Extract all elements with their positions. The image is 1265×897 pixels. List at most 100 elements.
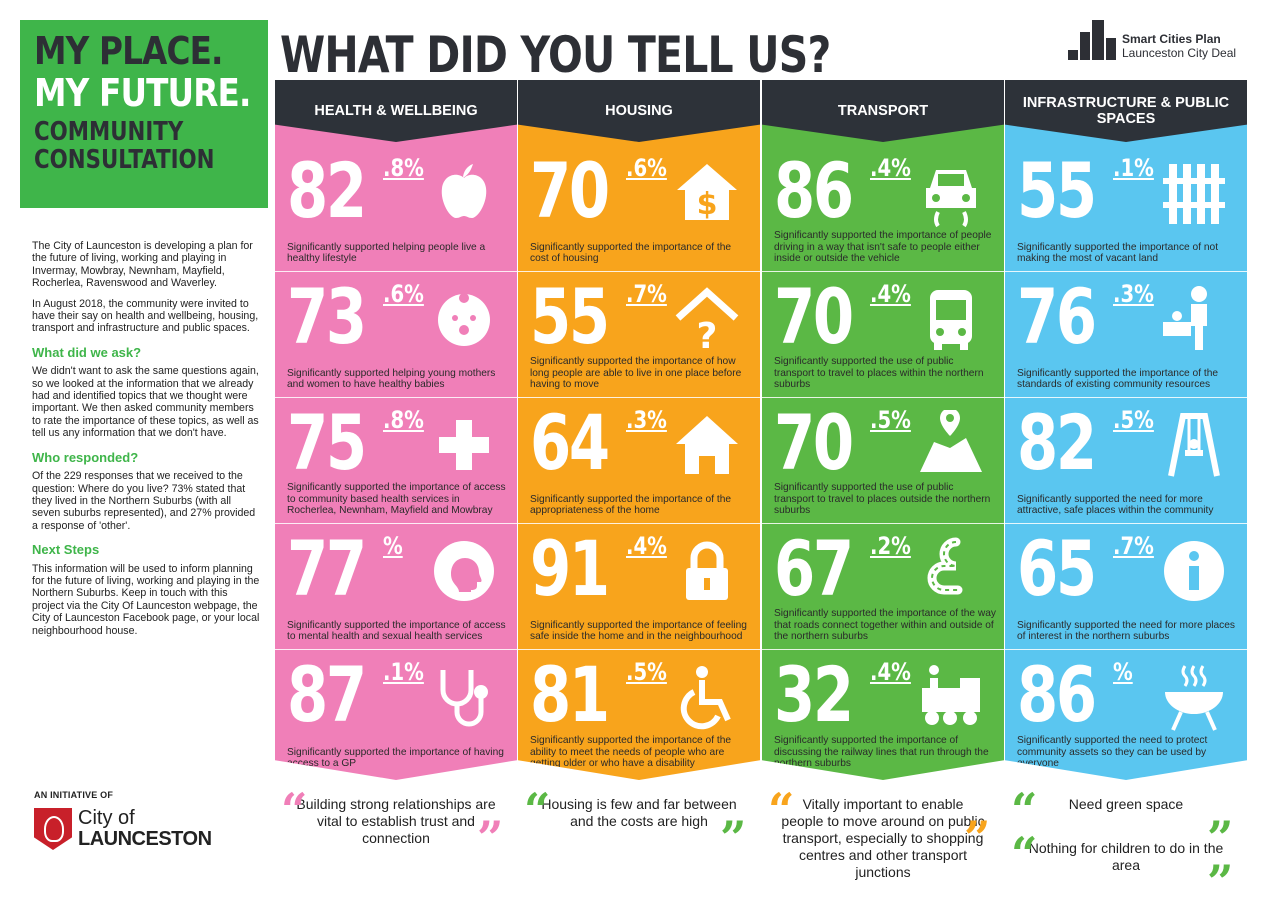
close-quote-icon: ” bbox=[964, 811, 991, 865]
stat-description: Significantly supported the importance o… bbox=[530, 241, 732, 265]
stat-description: Significantly supported the importance o… bbox=[774, 735, 989, 770]
quote: Vitally important to enable people to mo… bbox=[780, 796, 986, 881]
smart-cities-brand: Smart Cities Plan Launceston City Deal bbox=[1068, 20, 1236, 60]
hero-banner: MY PLACE. MY FUTURE. COMMUNITY CONSULTAT… bbox=[20, 20, 268, 208]
stat-integer: 87 bbox=[287, 650, 367, 739]
open-quote-icon: “ bbox=[281, 783, 308, 837]
close-quote-icon: ” bbox=[1207, 811, 1234, 865]
hero-line-3a: COMMUNITY bbox=[34, 117, 184, 147]
stethoscope-icon bbox=[440, 670, 488, 727]
svg-text:?: ? bbox=[697, 316, 718, 354]
stat-decimal: .5% bbox=[870, 406, 911, 434]
stat-integer: 65 bbox=[1017, 524, 1097, 613]
stat-card: 86 .4% Significantly supported the importa… bbox=[762, 146, 1004, 272]
stat-decimal: % bbox=[1113, 658, 1133, 686]
stat-description: Significantly supported the importance o… bbox=[774, 608, 996, 643]
quote: Building strong relationships are vital … bbox=[293, 796, 499, 847]
stat-decimal: .5% bbox=[1113, 406, 1154, 434]
stat-description: Significantly supported the importance o… bbox=[287, 746, 504, 770]
intro-paragraph-1: The City of Launceston is developing a p… bbox=[32, 240, 253, 290]
stat-card: 91 .4% Significantly supported the importa… bbox=[518, 524, 760, 650]
bbq-icon bbox=[1165, 665, 1223, 731]
stat-integer: 77 bbox=[287, 524, 367, 613]
stat-decimal: .3% bbox=[1113, 280, 1154, 308]
fence-icon bbox=[1163, 164, 1225, 224]
stat-card: 64 .3% Significantly supported the importa… bbox=[518, 398, 760, 524]
stat-card: 86% Significantly supported the need to p… bbox=[1005, 650, 1247, 776]
stat-card: 81 .5% Significantly supported the importa… bbox=[518, 650, 760, 776]
stat-decimal: .1% bbox=[383, 658, 424, 686]
open-quote-icon: “ bbox=[768, 783, 795, 837]
close-quote-icon: ” bbox=[477, 811, 504, 865]
quote-text: Housing is few and far between and the c… bbox=[541, 796, 737, 829]
launceston-crest-icon bbox=[34, 808, 72, 850]
stat-integer: 76 bbox=[1017, 272, 1097, 361]
stat-card: 65 .7% Significantly supported the need fo… bbox=[1005, 524, 1247, 650]
stat-description: Significantly supported the importance o… bbox=[1017, 241, 1219, 265]
baby-icon bbox=[438, 293, 490, 346]
stat-card: 67 .2% Significantly supported the importa… bbox=[762, 524, 1004, 650]
stat-decimal: .6% bbox=[383, 280, 424, 308]
stat-decimal: .2% bbox=[870, 532, 911, 560]
city-of-launceston-logo: City of LAUNCESTON bbox=[34, 808, 212, 850]
hero-line-3b: CONSULTATION bbox=[34, 145, 215, 175]
community-person-icon bbox=[1163, 286, 1207, 350]
column-body: 55 .1% Significantly supported the importa… bbox=[1005, 120, 1247, 780]
close-quote-icon: ” bbox=[1207, 855, 1234, 897]
heading-next-steps: Next Steps bbox=[32, 542, 100, 558]
logo-line-2: LAUNCESTON bbox=[78, 828, 212, 850]
paragraph-who-responded: Of the 229 responses that we received to… bbox=[32, 470, 256, 532]
close-quote-icon: ” bbox=[720, 811, 747, 865]
stat-decimal: .8% bbox=[383, 154, 424, 182]
head-profile-icon bbox=[434, 541, 494, 601]
stat-card: 70 .6% $ Significantly supported the import… bbox=[518, 146, 760, 272]
stat-card: 70 .5% Significantly supported the use of … bbox=[762, 398, 1004, 524]
stat-description: Significantly supported the need for mor… bbox=[1017, 493, 1214, 517]
quote: Need green space bbox=[1023, 796, 1229, 813]
stat-integer: 64 bbox=[530, 398, 610, 487]
stat-integer: 67 bbox=[774, 524, 854, 613]
heading-what-did-we-ask: What did we ask? bbox=[32, 344, 142, 360]
quote-text: Building strong relationships are vital … bbox=[296, 796, 496, 846]
stat-card: 76 .3% Significantly supported the importa… bbox=[1005, 272, 1247, 398]
quote: Nothing for children to do in the area bbox=[1023, 840, 1229, 874]
stat-integer: 81 bbox=[530, 650, 610, 739]
stat-decimal: .6% bbox=[626, 154, 667, 182]
stat-integer: 32 bbox=[774, 650, 854, 739]
stat-description: Significantly supported the need to prot… bbox=[1017, 735, 1208, 770]
column-health-wellbeing: HEALTH & WELLBEING 82.8% Significantly sup… bbox=[275, 80, 517, 780]
stat-description: Significantly supported the importance o… bbox=[530, 356, 742, 391]
stat-card: 82 .5% Significantly supported the need fo… bbox=[1005, 398, 1247, 524]
stat-decimal: .5% bbox=[626, 658, 667, 686]
quote-text: Nothing for children to do in the area bbox=[1028, 840, 1224, 873]
stat-card: 87 .1% Significantly supported the importa… bbox=[275, 650, 517, 776]
stat-decimal: .4% bbox=[626, 532, 667, 560]
stat-card: 77% Significantly supported the importanc… bbox=[275, 524, 517, 650]
column-infrastructure-public-spaces: INFRASTRUCTURE & PUBLIC SPACES 55.1% Signi… bbox=[1005, 80, 1247, 780]
wheelchair-icon bbox=[680, 666, 731, 730]
padlock-icon bbox=[686, 541, 728, 600]
map-pin-icon bbox=[920, 410, 982, 472]
quote: Housing is few and far between and the c… bbox=[536, 796, 742, 830]
initiative-label: AN INITIATIVE OF bbox=[34, 790, 114, 800]
stat-description: Significantly supported the importance o… bbox=[530, 493, 732, 517]
stat-integer: 91 bbox=[530, 524, 610, 613]
heading-who-responded: Who responded? bbox=[32, 449, 139, 465]
stat-description: Significantly supported helping young mo… bbox=[287, 367, 496, 391]
open-quote-icon: “ bbox=[1011, 783, 1038, 837]
stat-card: 32 .4% Significantly supported the importa… bbox=[762, 650, 1004, 776]
brand-sub: Launceston City Deal bbox=[1122, 46, 1237, 60]
brand-name: Smart Cities Plan bbox=[1122, 32, 1221, 46]
hero-line-2: MY FUTURE. bbox=[34, 71, 251, 115]
stat-integer: 75 bbox=[287, 398, 367, 487]
paragraph-next-steps: This information will be used to inform … bbox=[32, 562, 260, 637]
winding-road-icon bbox=[927, 537, 963, 595]
stat-decimal: .4% bbox=[870, 154, 911, 182]
paragraph-what-did-we-ask: We didn't want to ask the same questions… bbox=[32, 365, 259, 440]
stat-description: Significantly supported the use of publi… bbox=[774, 482, 991, 517]
logo-line-1: City of bbox=[78, 807, 135, 829]
stat-description: Significantly supported the importance o… bbox=[774, 230, 992, 265]
stat-integer: 82 bbox=[1017, 398, 1097, 487]
stat-card: 70 .4% Significantly supported the use of … bbox=[762, 272, 1004, 398]
stat-description: Significantly supported the need for mor… bbox=[1017, 619, 1236, 643]
